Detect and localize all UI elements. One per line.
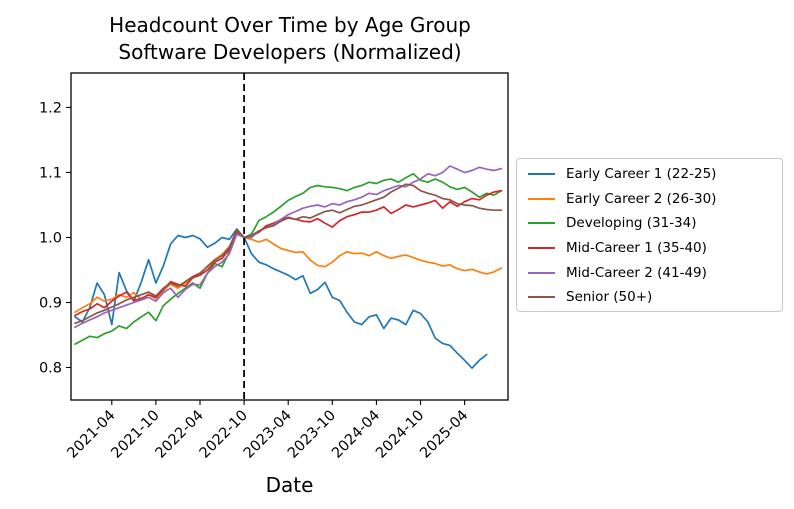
legend-line-sample [528, 173, 555, 176]
x-axis-label: Date [266, 473, 314, 497]
legend-label: Mid-Career 1 (35-40) [566, 240, 707, 257]
legend-item-mid-career-2-41-49: Mid-Career 2 (41-49) [517, 260, 782, 285]
legend-label: Early Career 2 (26-30) [566, 190, 717, 207]
y-tick-label: 1.1 [39, 165, 62, 181]
legend-label: Senior (50+) [566, 289, 653, 306]
legend-item-senior-50: Senior (50+) [517, 285, 782, 310]
legend-label: Mid-Career 2 (41-49) [566, 264, 707, 281]
series-line-senior-50 [74, 183, 503, 325]
plot-border [70, 72, 509, 401]
legend-label: Early Career 1 (22-25) [566, 166, 717, 183]
legend-line-sample [528, 222, 555, 225]
x-tick-label: 2025-04 [417, 408, 471, 462]
y-tick-label: 1.0 [39, 230, 62, 246]
legend-item-early-career-2-26-30: Early Career 2 (26-30) [517, 187, 782, 212]
chart-title: Headcount Over Time by Age Group Softwar… [0, 12, 580, 66]
legend-line-sample [528, 296, 555, 299]
series-line-mid-career-2-41-49 [74, 165, 503, 329]
legend-item-early-career-1-22-25: Early Career 1 (22-25) [517, 162, 782, 187]
chart-title-line1: Headcount Over Time by Age Group [109, 13, 471, 37]
legend-item-mid-career-1-35-40: Mid-Career 1 (35-40) [517, 236, 782, 261]
legend-line-sample [528, 271, 555, 274]
legend-line-sample [528, 247, 555, 250]
legend-item-developing-31-34: Developing (31-34) [517, 211, 782, 236]
y-tick-label: 0.9 [39, 295, 62, 311]
y-tick-label: 0.8 [39, 360, 62, 376]
chart-title-line2: Software Developers (Normalized) [118, 40, 462, 64]
legend: Early Career 1 (22-25) Early Career 2 (26… [516, 158, 783, 312]
series-line-developing-31-34 [74, 172, 503, 345]
series-line-early-career-1-22-25 [74, 228, 488, 369]
legend-line-sample [528, 197, 555, 200]
y-tick-label: 1.2 [39, 100, 62, 116]
legend-label: Developing (31-34) [566, 215, 697, 232]
